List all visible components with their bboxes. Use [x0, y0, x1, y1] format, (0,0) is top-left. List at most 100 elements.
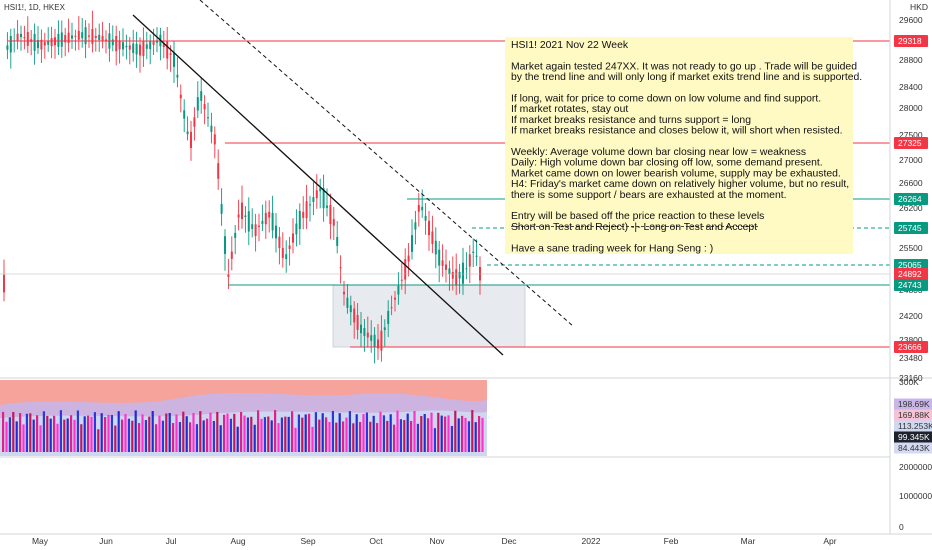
candle-body — [326, 205, 328, 208]
volume-bar — [46, 415, 49, 452]
volume-bar — [413, 410, 416, 452]
time-tick-label: Feb — [664, 536, 679, 546]
level-tag-label: 23666 — [898, 342, 922, 352]
volume-bar — [212, 421, 215, 452]
note-line: If long, wait for price to come down on … — [511, 94, 821, 105]
candle-body — [244, 215, 247, 218]
volume-bar — [382, 415, 385, 452]
candle-body — [84, 27, 87, 45]
candle-body — [407, 255, 410, 262]
volume-bar — [386, 420, 389, 452]
note-line: If market breaks resistance and closes b… — [511, 126, 843, 137]
time-tick-label: Jul — [166, 536, 177, 546]
volume-bar — [389, 414, 392, 452]
price-tick-label: 29600 — [899, 15, 923, 25]
candle-body — [353, 308, 356, 323]
volume-bar — [236, 426, 239, 452]
candle-body — [268, 211, 271, 218]
volume-bar — [42, 411, 45, 452]
candle-body — [417, 204, 420, 212]
candle-body — [431, 231, 434, 244]
price-tick-label: 23160 — [899, 373, 923, 383]
volume-bar — [209, 412, 212, 452]
volume-tag — [894, 420, 932, 432]
volume-bar — [240, 411, 243, 452]
time-tick-label: Nov — [429, 536, 445, 546]
annotation-note[interactable]: HSI1! 2021 Nov 22 Week Market again teste… — [505, 37, 862, 254]
volume-bar — [192, 412, 195, 452]
candle-body — [360, 324, 362, 334]
candle-body — [397, 285, 400, 295]
volume-bar — [430, 412, 433, 452]
volume-bar — [22, 424, 25, 452]
volume-bar — [331, 410, 334, 452]
time-tick-label: Sep — [300, 536, 315, 546]
candle-body — [94, 36, 97, 38]
candle-body — [462, 262, 464, 284]
candle-body — [438, 249, 441, 266]
price-tick-label: 28400 — [899, 82, 923, 92]
trend-line-solid[interactable] — [132, 14, 504, 356]
price-tick-label: 28800 — [899, 55, 923, 65]
volume-tag-label: 84.443K — [898, 443, 930, 453]
range-box[interactable] — [332, 284, 526, 348]
candle-body — [271, 212, 274, 231]
volume-axis[interactable]: 300K 2000000 1000000 0 — [899, 377, 932, 532]
candle-body — [373, 334, 376, 348]
volume-bar — [474, 422, 477, 452]
volume-bar — [243, 415, 246, 452]
volume-bar — [104, 417, 107, 452]
candle-body — [88, 35, 90, 37]
volume-bar — [36, 415, 39, 452]
candle-body — [149, 40, 152, 50]
trend-line-dashed[interactable] — [199, 0, 574, 327]
volume-bar — [29, 413, 32, 452]
volume-bar — [478, 416, 481, 452]
volume-bar — [274, 410, 277, 452]
time-axis[interactable]: May Jun Jul Aug Sep Oct Nov Dec 2022 Feb Mar Apr — [32, 536, 837, 546]
volume-bar — [195, 424, 198, 452]
volume-bar — [270, 420, 273, 452]
volume-bar — [19, 413, 22, 452]
volume-bar — [379, 411, 382, 452]
candle-body — [33, 33, 36, 51]
volume-bar — [297, 414, 300, 452]
candle-body — [241, 202, 243, 220]
volume-bar — [93, 412, 96, 452]
level-tag-label: 24892 — [898, 269, 922, 279]
volume-bar — [189, 422, 192, 452]
candle-body — [200, 91, 203, 101]
volume-bar — [352, 423, 355, 452]
candle-body — [217, 163, 220, 179]
price-tick-label: 26600 — [899, 178, 923, 188]
candle-body — [251, 224, 254, 229]
candle-body — [465, 268, 468, 270]
candle-body — [162, 43, 165, 48]
time-tick-label: Jun — [99, 536, 113, 546]
candle-body — [332, 219, 335, 226]
price-tick-label: 27500 — [899, 130, 923, 140]
level-tag — [894, 137, 928, 149]
volume-tag-label: 99.345K — [898, 432, 930, 442]
volume-tag-label: 169.88K — [898, 410, 930, 420]
volume-bar — [447, 415, 450, 452]
volume-bar — [450, 425, 453, 452]
candle-body — [152, 41, 155, 45]
candle-body — [414, 222, 417, 230]
time-tick-label: Mar — [741, 536, 756, 546]
volume-bar — [311, 426, 314, 452]
time-tick-label: May — [32, 536, 49, 546]
candle-body — [305, 201, 308, 219]
candle-body — [343, 291, 345, 295]
volume-bar — [144, 420, 147, 452]
candle-body — [356, 314, 359, 330]
volume-bar — [25, 413, 28, 452]
volume-bar — [342, 421, 345, 452]
volume-bar — [454, 410, 457, 452]
level-tag-label: 29318 — [898, 36, 922, 46]
candle-body — [145, 44, 148, 49]
volume-bar — [66, 418, 69, 452]
volume-bar — [410, 420, 413, 452]
candle-body — [380, 330, 383, 351]
